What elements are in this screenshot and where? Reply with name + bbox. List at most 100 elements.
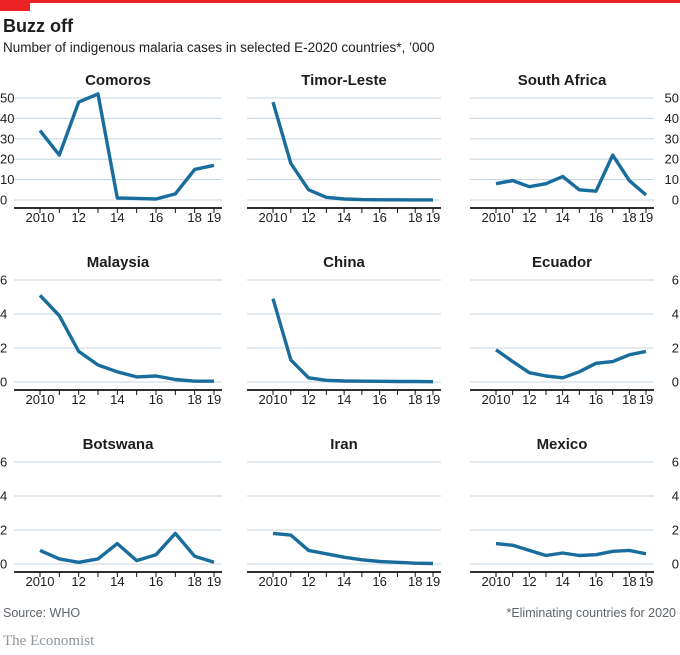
x-tick-label: 19 xyxy=(639,574,653,589)
publication-brand: The Economist xyxy=(3,633,95,649)
x-tick-label: 19 xyxy=(207,574,221,589)
y-tick-label: 0 xyxy=(672,557,679,572)
footer: Source: WHO *Eliminating countries for 2… xyxy=(0,606,680,620)
x-tick-label: 18 xyxy=(408,210,422,225)
x-tick-label: 14 xyxy=(337,392,351,407)
x-tick-label: 16 xyxy=(149,210,163,225)
x-tick-label: 2010 xyxy=(482,392,511,407)
x-tick-label: 18 xyxy=(622,574,636,589)
chart-title: Botswana xyxy=(83,436,155,453)
x-tick-label: 2010 xyxy=(26,574,55,589)
x-tick-label: 14 xyxy=(555,574,569,589)
y-tick-label: 40 xyxy=(0,111,14,126)
y-tick-label: 6 xyxy=(672,273,679,288)
x-tick-label: 18 xyxy=(187,392,201,407)
chart-botswana: Botswana 0 2 4 6 2010 12 14 16 18 19 xyxy=(0,434,226,594)
x-tick-label: 2010 xyxy=(482,210,511,225)
chart-title: Timor-Leste xyxy=(301,72,387,89)
y-tick-label: 20 xyxy=(0,152,14,167)
x-tick-label: 14 xyxy=(555,392,569,407)
chart-title: South Africa xyxy=(518,72,607,89)
x-tick-label: 16 xyxy=(589,210,603,225)
y-tick-label: 0 xyxy=(0,557,7,572)
y-tick-label: 40 xyxy=(665,111,679,126)
x-tick-label: 2010 xyxy=(26,210,55,225)
chart-south-africa: South Africa 0 10 20 30 40 50 2010 12 14 16 18 19 xyxy=(454,70,680,230)
data-line xyxy=(271,101,433,202)
x-tick-label: 12 xyxy=(301,392,315,407)
y-tick-label: 2 xyxy=(0,523,7,538)
chart-canvas: Iran 2010 12 14 16 18 19 xyxy=(247,436,441,589)
x-tick-label: 14 xyxy=(555,210,569,225)
x-tick-label: 19 xyxy=(426,210,440,225)
chart-title: China xyxy=(323,254,365,271)
chart-iran: Iran 2010 12 14 16 18 19 xyxy=(227,434,453,594)
x-tick-label: 12 xyxy=(522,392,536,407)
y-tick-label: 2 xyxy=(672,341,679,356)
chart-canvas: Comoros 0 10 20 30 40 50 2010 12 14 16 18 19 xyxy=(0,72,222,225)
data-line xyxy=(38,294,214,383)
data-line xyxy=(271,298,434,384)
chart-title: Malaysia xyxy=(87,254,150,271)
x-tick-label: 18 xyxy=(408,574,422,589)
x-tick-label: 14 xyxy=(110,210,124,225)
y-tick-label: 6 xyxy=(0,455,7,470)
data-line xyxy=(495,153,648,197)
x-tick-label: 2010 xyxy=(259,392,288,407)
x-tick-label: 2010 xyxy=(259,210,288,225)
chart-ecuador: Ecuador 0 2 4 6 2010 12 14 16 18 19 xyxy=(454,252,680,412)
y-tick-label: 0 xyxy=(672,193,679,208)
y-tick-label: 50 xyxy=(0,91,14,106)
x-tick-label: 18 xyxy=(408,392,422,407)
x-tick-label: 12 xyxy=(71,574,85,589)
chart-comoros: Comoros 0 10 20 30 40 50 2010 12 14 16 18 19 xyxy=(0,70,226,230)
chart-canvas: China 2010 12 14 16 18 19 xyxy=(247,254,441,407)
x-tick-label: 16 xyxy=(372,574,386,589)
x-tick-label: 12 xyxy=(301,574,315,589)
x-tick-label: 12 xyxy=(522,210,536,225)
chart-china: China 2010 12 14 16 18 19 xyxy=(227,252,453,412)
y-tick-label: 0 xyxy=(0,375,7,390)
x-tick-label: 16 xyxy=(149,574,163,589)
x-tick-label: 16 xyxy=(372,392,386,407)
top-rule xyxy=(0,0,680,3)
x-tick-label: 14 xyxy=(110,392,124,407)
y-tick-label: 10 xyxy=(0,172,14,187)
x-tick-label: 19 xyxy=(426,392,440,407)
chart-timor-leste: Timor-Leste 2010 12 14 16 18 19 xyxy=(227,70,453,230)
page-title: Buzz off xyxy=(3,16,73,36)
chart-mexico: Mexico 0 2 4 6 2010 12 14 16 18 19 xyxy=(454,434,680,594)
y-tick-label: 2 xyxy=(672,523,679,538)
x-tick-label: 2010 xyxy=(482,574,511,589)
chart-canvas: Mexico 0 2 4 6 2010 12 14 16 18 19 xyxy=(470,436,679,589)
chart-title: Mexico xyxy=(537,436,588,453)
chart-canvas: Malaysia 0 2 4 6 2010 12 14 16 18 19 xyxy=(0,254,222,407)
y-tick-label: 4 xyxy=(672,489,679,504)
chart-canvas: Timor-Leste 2010 12 14 16 18 19 xyxy=(247,72,441,225)
charts-grid: Comoros 0 10 20 30 40 50 2010 12 14 16 18 19 Timor-Le… xyxy=(0,70,680,594)
data-line xyxy=(495,348,647,380)
chart-canvas: South Africa 0 10 20 30 40 50 2010 12 14 16 18 19 xyxy=(470,72,679,225)
y-tick-label: 4 xyxy=(672,307,679,322)
x-tick-label: 19 xyxy=(207,210,221,225)
data-line xyxy=(272,531,434,566)
chart-canvas: Botswana 0 2 4 6 2010 12 14 16 18 19 xyxy=(0,436,222,589)
page-subtitle: Number of indigenous malaria cases in se… xyxy=(3,40,435,55)
x-tick-label: 14 xyxy=(110,574,124,589)
data-line xyxy=(39,531,215,565)
y-tick-label: 6 xyxy=(672,455,679,470)
x-tick-label: 18 xyxy=(187,574,201,589)
x-tick-label: 19 xyxy=(207,392,221,407)
x-tick-label: 14 xyxy=(337,574,351,589)
data-line xyxy=(495,541,647,558)
chart-title: Ecuador xyxy=(532,254,592,271)
data-line xyxy=(38,92,215,201)
x-tick-label: 16 xyxy=(372,210,386,225)
x-tick-label: 2010 xyxy=(26,392,55,407)
y-tick-label: 0 xyxy=(672,375,679,390)
x-tick-label: 18 xyxy=(622,392,636,407)
x-tick-label: 16 xyxy=(589,574,603,589)
chart-title: Comoros xyxy=(85,72,151,89)
y-tick-label: 6 xyxy=(0,273,7,288)
y-tick-label: 30 xyxy=(0,131,14,146)
